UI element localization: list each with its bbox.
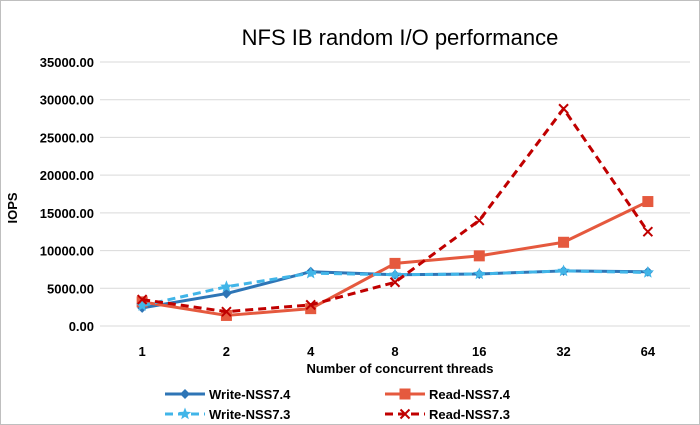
- data-point: [135, 299, 149, 311]
- data-point: [399, 388, 411, 400]
- data-point: [220, 280, 233, 293]
- data-point: [557, 264, 570, 277]
- y-tick-label: 30000.00: [40, 93, 94, 108]
- x-tick-label: 32: [556, 344, 570, 359]
- y-tick-label: 20000.00: [40, 168, 94, 183]
- y-tick-label: 0.00: [69, 319, 94, 334]
- data-point: [178, 407, 192, 420]
- data-point: [473, 250, 485, 262]
- legend-entry: Read-NSS7.4: [385, 387, 511, 402]
- data-point: [641, 265, 655, 278]
- legend-entry: Write-NSS7.4: [165, 387, 291, 402]
- legend-label: Read-NSS7.3: [429, 407, 510, 422]
- y-tick-label: 25000.00: [40, 130, 94, 145]
- data-point: [399, 408, 411, 420]
- data-point: [136, 294, 148, 305]
- legend-label: Write-NSS7.3: [209, 407, 290, 422]
- y-tick-label: 5000.00: [47, 281, 94, 296]
- y-tick-label: 15000.00: [40, 206, 94, 221]
- y-tick-label: 10000.00: [40, 244, 94, 259]
- data-point: [305, 299, 316, 311]
- data-point: [388, 268, 402, 280]
- y-tick-label: 35000.00: [40, 55, 94, 70]
- data-point: [221, 306, 232, 317]
- legend-label: Write-NSS7.4: [209, 387, 291, 402]
- data-point: [642, 226, 654, 237]
- legend-label: Read-NSS7.4: [429, 387, 511, 402]
- data-point: [220, 309, 232, 321]
- y-axis-label: IOPS: [5, 192, 20, 223]
- series-write-nss7-3: [135, 264, 655, 311]
- series-read-nss7-4: [136, 196, 654, 321]
- data-point: [389, 257, 401, 269]
- data-point: [473, 267, 486, 280]
- data-point: [474, 215, 485, 226]
- data-point: [558, 103, 569, 114]
- x-tick-label: 1: [139, 344, 146, 359]
- legend-entry: Write-NSS7.3: [165, 407, 290, 422]
- x-tick-label: 2: [223, 344, 230, 359]
- x-tick-label: 4: [307, 344, 315, 359]
- chart-title: NFS IB random I/O performance: [242, 25, 559, 50]
- data-point: [389, 277, 401, 288]
- x-tick-label: 16: [472, 344, 486, 359]
- data-point: [180, 389, 190, 399]
- x-tick-label: 64: [641, 344, 656, 359]
- x-axis-label: Number of concurrent threads: [306, 361, 493, 376]
- data-point: [558, 236, 570, 248]
- data-point: [642, 196, 654, 208]
- data-point: [304, 266, 317, 279]
- x-tick-label: 8: [391, 344, 398, 359]
- series-read-nss7-3: [136, 103, 654, 317]
- data-point: [221, 288, 232, 299]
- data-point: [305, 303, 317, 315]
- legend-entry: Read-NSS7.3: [385, 407, 510, 422]
